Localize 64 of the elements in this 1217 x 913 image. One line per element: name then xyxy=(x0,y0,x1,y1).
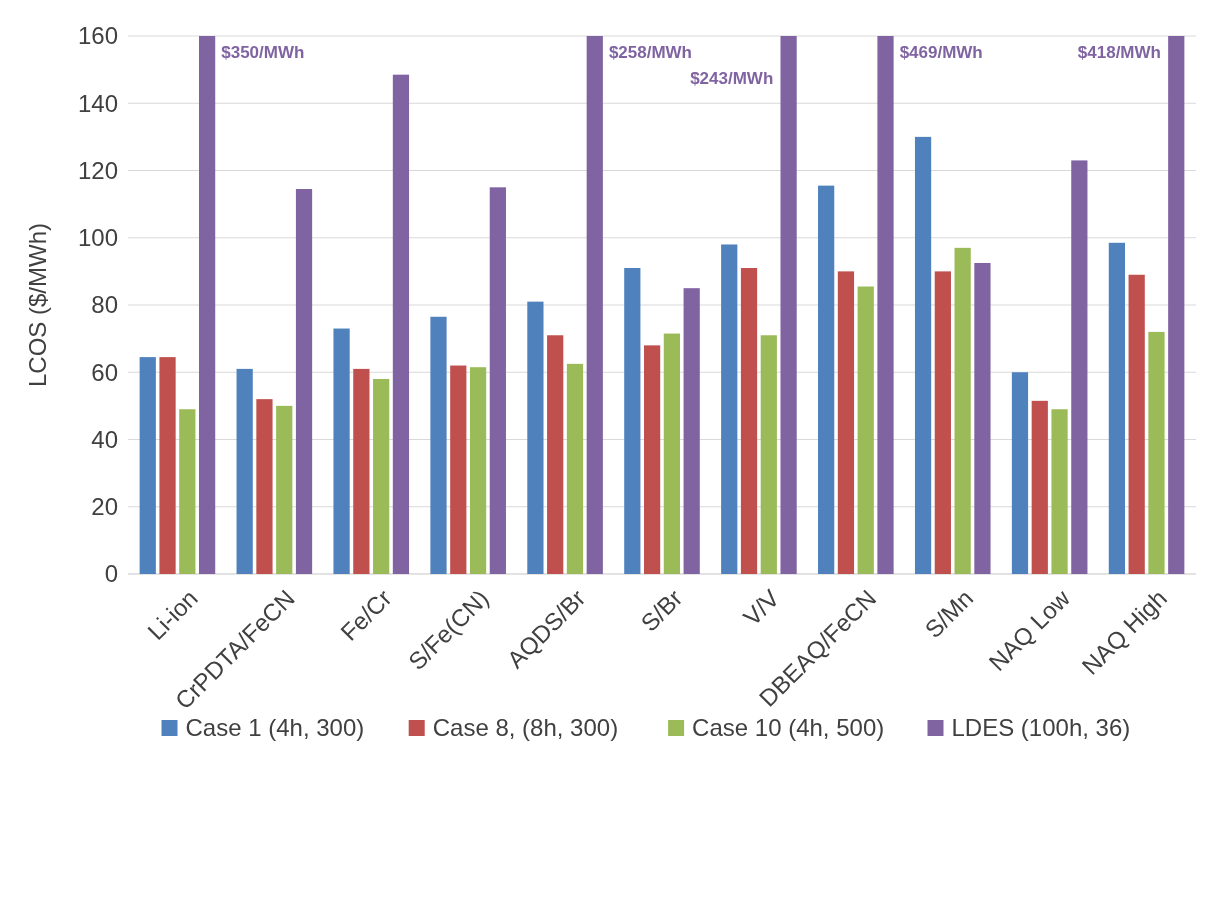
bar xyxy=(760,335,777,574)
bar xyxy=(624,268,641,574)
y-axis-title: LCOS ($/MWh) xyxy=(24,222,51,388)
bar xyxy=(469,367,487,574)
y-tick-label: 160 xyxy=(77,22,118,50)
y-tick-label: 100 xyxy=(77,224,118,252)
annotation: $243/MWh xyxy=(690,69,774,88)
legend-label: Case 1 (4h, 300) xyxy=(185,714,365,742)
bar xyxy=(740,268,758,574)
bar xyxy=(392,74,410,574)
bar xyxy=(1051,409,1068,574)
y-tick-label: 140 xyxy=(77,89,118,117)
bar xyxy=(780,36,797,574)
bar xyxy=(974,262,991,574)
bar xyxy=(236,368,253,574)
bar xyxy=(1108,242,1126,574)
annotation: $418/MWh xyxy=(1077,43,1161,62)
bar xyxy=(179,409,196,574)
y-tick-label: 80 xyxy=(91,291,118,319)
bar xyxy=(1128,274,1145,574)
bar xyxy=(489,187,506,574)
legend-label: Case 8, (8h, 300) xyxy=(432,714,619,742)
bar xyxy=(139,357,156,574)
bar xyxy=(643,345,661,574)
bar xyxy=(683,288,700,574)
bar xyxy=(353,368,370,574)
bar xyxy=(333,328,350,574)
bar xyxy=(450,365,467,574)
bar xyxy=(663,333,681,574)
bar xyxy=(586,36,603,574)
bar xyxy=(256,399,273,574)
legend-label: LDES (100h, 36) xyxy=(951,714,1131,742)
bar xyxy=(954,247,971,574)
annotation: $469/MWh xyxy=(899,43,983,62)
bar xyxy=(837,271,855,574)
bar xyxy=(295,188,313,574)
bar xyxy=(159,357,176,574)
bar xyxy=(914,136,932,574)
y-tick-label: 40 xyxy=(91,425,118,453)
bar xyxy=(1168,36,1185,574)
y-tick-label: 0 xyxy=(104,560,118,588)
annotation: $258/MWh xyxy=(608,43,693,62)
bar xyxy=(934,271,951,574)
legend-label: Case 10 (4h, 500) xyxy=(692,714,885,742)
bar xyxy=(430,316,447,574)
bar xyxy=(566,363,584,574)
bar xyxy=(373,378,390,574)
y-tick-label: 120 xyxy=(77,156,118,184)
bar xyxy=(1148,331,1165,574)
bar xyxy=(818,185,835,574)
bar xyxy=(1011,372,1029,574)
bar xyxy=(199,36,216,574)
bar xyxy=(527,301,544,574)
bar xyxy=(721,244,738,574)
y-tick-label: 20 xyxy=(91,493,118,521)
bar xyxy=(1071,160,1088,574)
annotation: $350/MWh xyxy=(221,43,305,62)
x-tick-label: S/Br xyxy=(635,584,688,637)
bar xyxy=(877,36,894,574)
y-tick-label: 60 xyxy=(91,358,118,386)
bar xyxy=(857,286,874,574)
bar xyxy=(547,335,564,574)
bar xyxy=(1031,400,1048,574)
bar xyxy=(276,405,293,574)
